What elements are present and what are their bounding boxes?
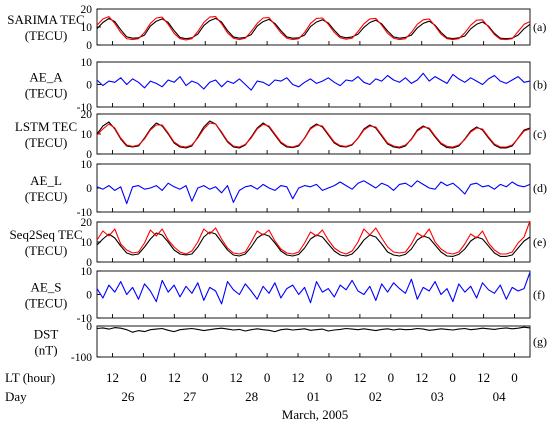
panel-frame (96, 270, 531, 319)
lt-axis-label: LT (hour) (5, 370, 55, 385)
lt-tick-label: 12 (415, 370, 428, 385)
y-tick-label: -10 (77, 102, 93, 114)
y-axis-label: AE_A (29, 70, 63, 85)
series-line-1 (96, 272, 531, 305)
series-line-2 (96, 122, 531, 148)
y-axis-label: AE_S (30, 280, 61, 295)
y-axis-unit: (TECU) (25, 243, 68, 258)
y-axis-unit: (TECU) (25, 189, 68, 204)
lt-tick-label: 0 (511, 370, 518, 385)
y-axis-unit: (TECU) (25, 135, 68, 150)
y-tick-label: 20 (81, 217, 93, 229)
panel-g: -100 0 DST(nT) (g) (34, 321, 547, 364)
y-axis-unit: (TECU) (25, 296, 68, 311)
y-axis-label: LSTM TEC (15, 119, 77, 134)
panel-frame (96, 113, 531, 155)
y-tick-label: 10 (81, 237, 93, 249)
y-tick-label: 0 (86, 183, 92, 195)
panel-frame (96, 61, 531, 108)
y-tick-label: 0 (86, 257, 92, 269)
x-axis-title: March, 2005 (282, 407, 348, 422)
lt-tick-label: 0 (388, 370, 395, 385)
panel-f: -10 0 10 AE_S(TECU) (f) (25, 266, 545, 325)
day-tick-label: 27 (183, 389, 197, 404)
panel-d: -10 0 10 AE_L(TECU) (d) (25, 159, 547, 219)
y-tick-label: -100 (71, 352, 92, 364)
panel-frame (96, 163, 531, 213)
panel-label: (e) (533, 235, 546, 249)
y-tick-label: 0 (86, 290, 92, 302)
lt-tick-label: 0 (140, 370, 147, 385)
y-tick-label: 10 (81, 159, 93, 171)
y-tick-label: 10 (81, 266, 93, 278)
lt-tick-label: 0 (449, 370, 456, 385)
y-tick-label: 0 (86, 40, 92, 52)
x-axis-labels: LT (hour) Day March, 2005 12 0 12 0 12 0 12 0 12… (5, 370, 518, 422)
lt-tick-label: 0 (202, 370, 209, 385)
lt-tick-label: 0 (264, 370, 271, 385)
day-tick-label: 03 (431, 389, 444, 404)
day-tick-label: 01 (307, 389, 320, 404)
panel-b: -10 0 10 AE_A(TECU) (b) (25, 57, 547, 114)
lt-tick-label: 12 (353, 370, 366, 385)
lt-tick-label: 12 (477, 370, 490, 385)
series-line-1 (96, 17, 531, 40)
panel-label: (c) (533, 127, 546, 141)
y-axis-label: Seq2Seq TEC (9, 227, 82, 242)
y-axis-unit: (TECU) (25, 86, 68, 101)
y-tick-label: 20 (81, 4, 93, 16)
panel-frame (96, 8, 531, 46)
y-axis-label: SARIMA TEC (7, 12, 84, 27)
lt-tick-label: 12 (292, 370, 305, 385)
panel-label: (a) (533, 20, 546, 34)
y-tick-label: 10 (81, 129, 93, 141)
panel-c: 0 10 20 LSTM TEC(TECU) (c) (15, 109, 546, 161)
y-tick-label: 10 (81, 22, 93, 34)
y-axis-label: DST (34, 327, 59, 342)
y-tick-label: 0 (86, 149, 92, 161)
panel-label: (g) (533, 335, 547, 349)
series-line-1 (96, 326, 531, 333)
series-line-1 (96, 231, 531, 257)
series-line-1 (96, 72, 531, 91)
y-tick-label: 10 (81, 57, 93, 69)
day-tick-label: 28 (245, 389, 258, 404)
day-tick-label: 02 (369, 389, 382, 404)
y-tick-label: 0 (86, 80, 92, 92)
y-tick-label: 0 (86, 321, 92, 333)
day-tick-label: 04 (493, 389, 507, 404)
day-tick-label: 26 (121, 389, 135, 404)
series-line-2 (96, 220, 531, 255)
y-tick-label: -10 (77, 207, 93, 219)
day-axis-label: Day (5, 389, 27, 404)
panel-frame (96, 221, 531, 263)
y-tick-label: -10 (77, 313, 93, 325)
y-axis-unit: (TECU) (25, 28, 68, 43)
panel-label: (f) (533, 288, 545, 302)
series-line-2 (96, 16, 531, 41)
lt-tick-label: 12 (106, 370, 119, 385)
lt-tick-label: 12 (230, 370, 243, 385)
y-tick-label: 20 (81, 109, 93, 121)
panel-label: (b) (533, 78, 547, 92)
lt-tick-label: 0 (326, 370, 333, 385)
lt-tick-label: 12 (168, 370, 181, 385)
series-line-1 (96, 180, 531, 205)
y-axis-label: AE_L (30, 173, 62, 188)
panel-label: (d) (533, 181, 547, 195)
panel-frame (96, 325, 531, 358)
y-axis-unit: (nT) (34, 343, 57, 358)
